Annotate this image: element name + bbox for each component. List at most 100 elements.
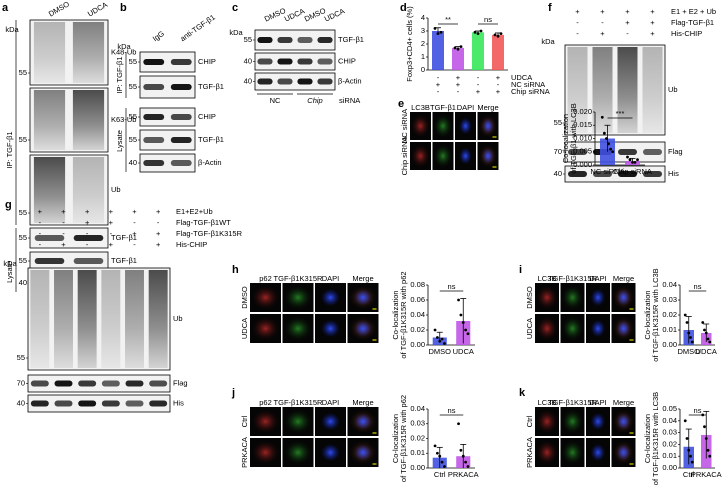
data-point: [611, 150, 615, 154]
kda-label: kDa: [117, 42, 131, 51]
blot-smear: [567, 47, 588, 133]
nucleus: [616, 413, 631, 430]
mw-label: 55: [19, 135, 27, 144]
data-point: [466, 332, 470, 336]
y-tick-label: 0.015: [573, 120, 592, 129]
nucleus: [482, 118, 494, 134]
y-tick-label: 0.06: [410, 295, 425, 304]
condition-sign: +: [650, 7, 655, 16]
condition-label: NC siRNA: [511, 80, 545, 89]
blot-label: TGF-β1: [111, 256, 137, 265]
blot-band: [643, 171, 662, 177]
mw-label: 55: [129, 135, 137, 144]
data-point: [628, 158, 632, 162]
channel-label: p62: [259, 398, 272, 407]
y-axis-label: Co-localization: [391, 290, 400, 339]
channel-label: TGF-β1K315R: [274, 398, 323, 407]
blot-smear: [642, 47, 663, 133]
condition-sign: +: [456, 73, 461, 82]
lane-label: UDCA: [323, 6, 346, 23]
data-point: [708, 340, 712, 344]
data-point: [459, 45, 463, 48]
condition-sign: -: [39, 218, 42, 227]
row-label: DMSO: [525, 286, 534, 309]
blot-band: [101, 380, 120, 387]
blot-band: [618, 149, 637, 155]
data-point: [464, 460, 467, 464]
data-point: [633, 160, 637, 164]
condition-sign: -: [86, 240, 89, 249]
lane-label: anti-TGF-β1: [178, 13, 216, 44]
nucleus: [354, 413, 372, 430]
x-tick-label: UDCA: [696, 347, 717, 356]
bar: [432, 31, 444, 70]
data-point: [683, 313, 687, 317]
cell-signal: [321, 412, 340, 431]
cell-signal: [283, 408, 313, 435]
condition-sign: +: [109, 218, 114, 227]
condition-sign: -: [86, 229, 89, 238]
y-axis-label: of TGF-β1K315R with LC3B: [651, 268, 660, 361]
condition-sign: +: [109, 207, 114, 216]
cell-signal: [250, 284, 281, 311]
panel-letter: a: [2, 2, 9, 14]
data-point: [701, 321, 705, 324]
condition-sign: -: [437, 73, 440, 82]
data-point: [704, 437, 708, 440]
y-tick-label: 0.04: [410, 310, 425, 319]
y-axis-label: of TGF-β1K315R with LC3B: [651, 392, 660, 485]
blot-label: Flag: [668, 147, 683, 156]
blot-band: [34, 258, 65, 264]
blot-band: [143, 114, 165, 120]
cell-signal: [283, 439, 313, 466]
y-axis-label: of TGF-β1K315R with p62: [399, 395, 408, 482]
condition-sign: +: [156, 229, 161, 238]
nucleus: [482, 148, 494, 164]
blot-band: [125, 380, 144, 387]
blot-band: [34, 235, 65, 241]
y-tick-label: 0.04: [662, 280, 677, 289]
data-point: [459, 313, 463, 317]
cell-signal: [560, 284, 585, 311]
data-point: [703, 425, 706, 429]
data-point: [493, 33, 497, 37]
condition-sign: +: [600, 7, 605, 16]
bar: [472, 32, 484, 70]
condition-sign: +: [456, 80, 461, 89]
row-label: UDCA: [240, 318, 249, 339]
data-point: [456, 47, 460, 51]
cell-signal: [250, 408, 281, 435]
blot-smear: [33, 22, 66, 83]
blot-label: CHIP: [198, 112, 216, 121]
blot-frame: [27, 394, 171, 413]
blot-label: K48-Ub: [111, 47, 136, 56]
mw-label: 55: [17, 353, 25, 362]
blot-label: Ub: [111, 185, 121, 194]
y-tick-label: 0.02: [410, 433, 425, 442]
cell-signal: [410, 113, 431, 139]
data-point: [600, 115, 604, 119]
y-tick-label: 0.08: [410, 280, 425, 289]
data-point: [683, 419, 687, 423]
cell-signal: [432, 143, 454, 169]
channel-label: TGF-β1K315R: [274, 274, 323, 283]
blot-smear: [72, 22, 105, 83]
data-point: [459, 448, 463, 452]
cell-signal: [459, 117, 472, 135]
blot-label: Flag: [173, 378, 188, 387]
y-tick-label: 0.010: [573, 133, 592, 142]
bar: [492, 34, 504, 70]
data-point: [602, 131, 606, 135]
condition-label: UDCA: [511, 73, 532, 82]
condition-sign: +: [132, 229, 137, 238]
data-point: [609, 147, 613, 151]
x-tick-label: DMSO: [678, 347, 701, 356]
data-point: [433, 328, 437, 332]
blot-smear: [617, 47, 638, 133]
panel-letter: b: [120, 2, 127, 14]
panel-letter: f: [548, 2, 552, 14]
data-point: [687, 331, 691, 335]
cell-signal: [560, 439, 585, 466]
x-tick-label: DMSO: [429, 347, 452, 356]
data-point: [440, 337, 444, 341]
